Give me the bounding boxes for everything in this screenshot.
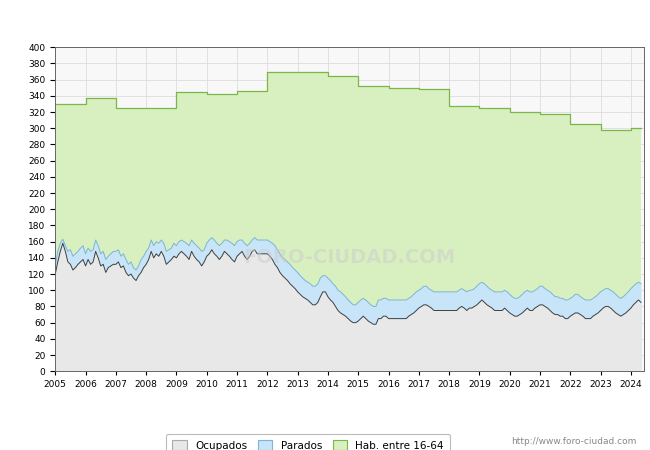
Text: Orihuela del Tremedal - Evolucion de la poblacion en edad de Trabajar Mayo de 20: Orihuela del Tremedal - Evolucion de la …: [74, 15, 576, 28]
Text: http://www.foro-ciudad.com: http://www.foro-ciudad.com: [512, 436, 637, 446]
Text: FORO-CIUDAD.COM: FORO-CIUDAD.COM: [243, 248, 456, 267]
Legend: Ocupados, Parados, Hab. entre 16-64: Ocupados, Parados, Hab. entre 16-64: [166, 434, 450, 450]
